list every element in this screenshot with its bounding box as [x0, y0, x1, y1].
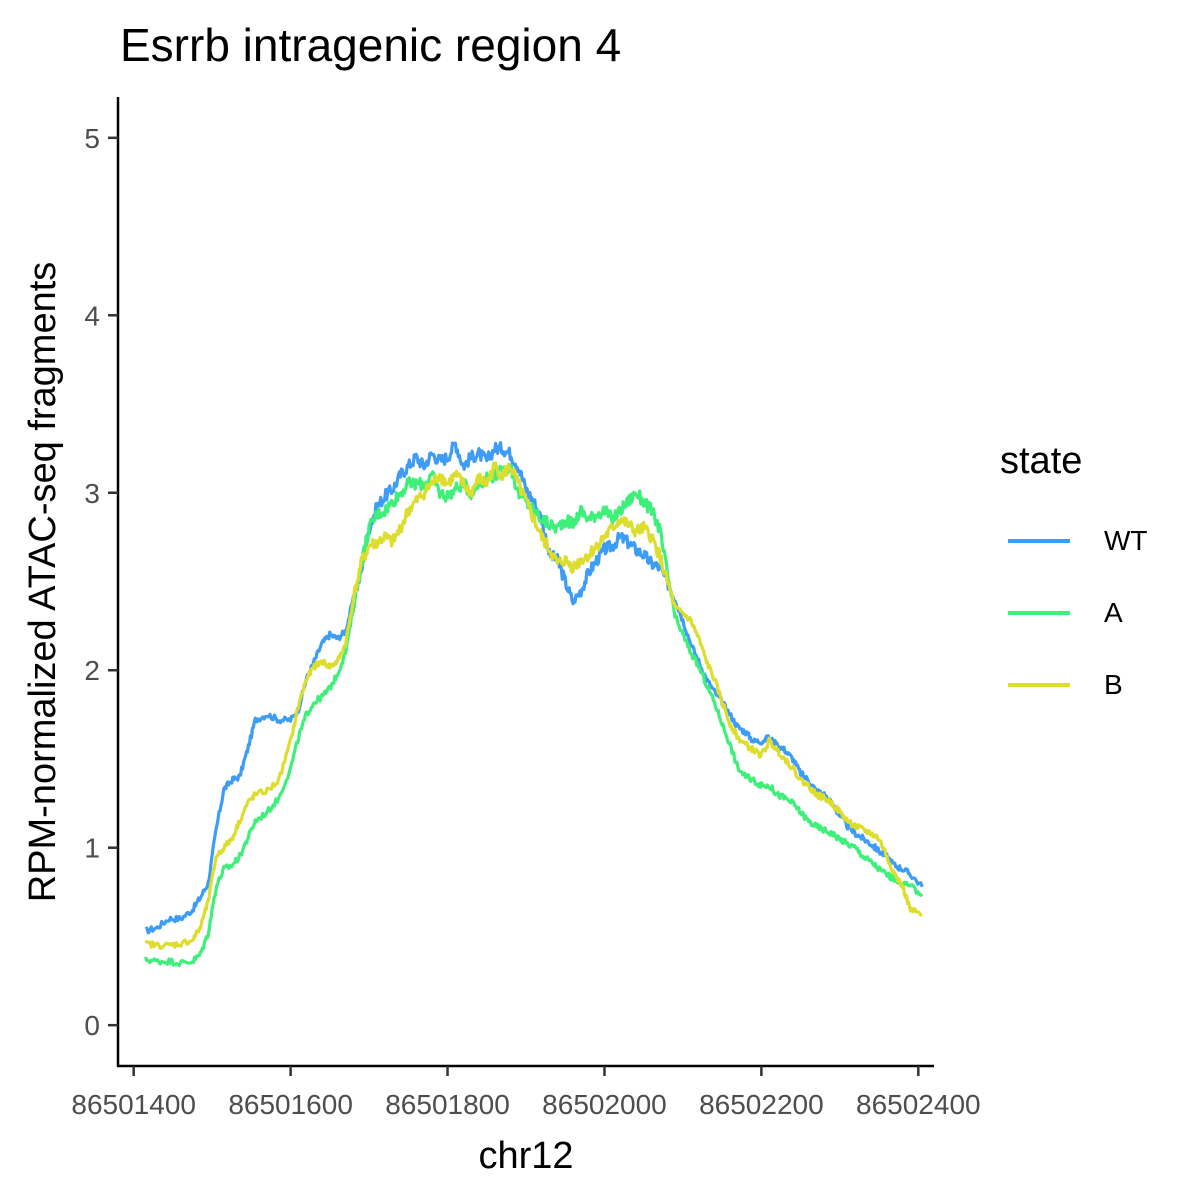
legend-swatch-wt [1008, 539, 1070, 543]
chart-title: Esrrb intragenic region 4 [120, 19, 622, 71]
legend-label-a: A [1104, 597, 1123, 628]
y-axis-title: RPM-normalized ATAC-seq fragments [22, 262, 64, 903]
legend-swatch-b [1008, 683, 1070, 687]
axes-layer [116, 97, 934, 1068]
legend-item-b: B [1000, 649, 1148, 721]
x-tick-label: 86502000 [542, 1089, 667, 1120]
x-tick-label: 86501400 [71, 1089, 196, 1120]
legend-swatch-a [1008, 611, 1070, 615]
x-tick-label: 86502200 [699, 1089, 824, 1120]
x-tick-label: 86502400 [856, 1089, 981, 1120]
y-tick-label: 1 [84, 833, 100, 864]
legend-item-wt: WT [1000, 505, 1148, 577]
y-tick-label: 0 [84, 1010, 100, 1041]
y-tick-label: 3 [84, 478, 100, 509]
x-axis-title: chr12 [478, 1135, 573, 1177]
legend-title: state [1000, 440, 1083, 482]
series-layer [143, 441, 924, 968]
y-tick-label: 2 [84, 655, 100, 686]
y-tick-label: 5 [84, 123, 100, 154]
legend: state WT A B [1000, 440, 1148, 721]
legend-label-b: B [1104, 669, 1123, 700]
y-tick-label: 4 [84, 300, 100, 331]
series-line-a [143, 462, 924, 968]
series-line-b [144, 461, 923, 950]
x-tick-label: 86501800 [385, 1089, 510, 1120]
ticks-layer: 0 1 2 3 4 5 86501400 86501600 86501800 86502000 86… [71, 123, 980, 1120]
legend-label-wt: WT [1104, 525, 1148, 556]
x-tick-label: 86501600 [228, 1089, 353, 1120]
legend-item-a: A [1000, 577, 1148, 649]
